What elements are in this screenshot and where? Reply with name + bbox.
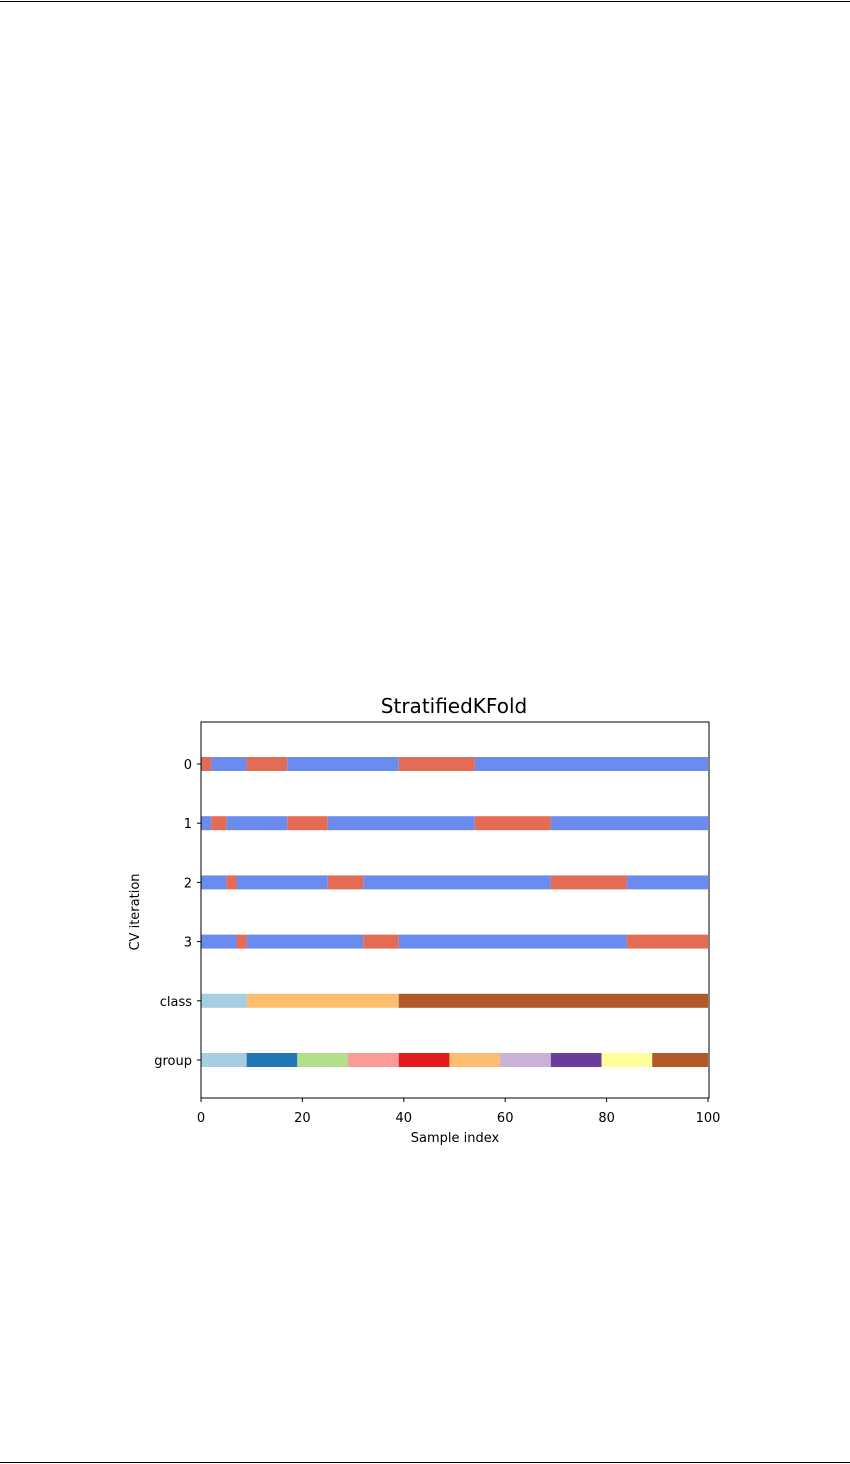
row-2-label: 2 xyxy=(184,876,192,891)
x-tick-label-1: 20 xyxy=(294,1111,311,1126)
y-axis-label: CV iteration xyxy=(128,873,143,950)
row-2-segment-6 xyxy=(626,875,708,890)
row-group-segment-8 xyxy=(601,1053,653,1067)
plot-frame xyxy=(200,721,710,1099)
row-class-segment-0 xyxy=(201,993,247,1008)
row-group-segment-7 xyxy=(550,1053,602,1067)
row-3-segment-0 xyxy=(201,934,237,949)
row-1-segment-2 xyxy=(226,816,288,831)
row-1-label: 1 xyxy=(184,817,192,832)
row-1-segment-5 xyxy=(474,816,551,831)
row-2-segment-2 xyxy=(236,875,328,890)
row-3-label: 3 xyxy=(184,936,192,951)
bottom-rule xyxy=(0,1462,850,1463)
row-group-segment-5 xyxy=(449,1053,501,1067)
row-1-segment-3 xyxy=(287,816,328,831)
row-0-label: 0 xyxy=(184,758,192,773)
top-rule xyxy=(0,1,850,2)
bar-segments xyxy=(201,757,708,1067)
row-group-segment-6 xyxy=(500,1053,551,1067)
row-3-segment-4 xyxy=(398,934,627,949)
row-group-segment-4 xyxy=(398,1053,450,1067)
row-0-segment-3 xyxy=(287,757,399,771)
row-1-segment-6 xyxy=(550,816,708,831)
row-3-segment-1 xyxy=(236,934,247,949)
chart-title: StratifiedKFold xyxy=(381,694,527,718)
x-tick-label-4: 80 xyxy=(598,1111,615,1126)
row-group-segment-0 xyxy=(201,1053,247,1067)
x-tick-label-3: 60 xyxy=(497,1111,514,1126)
row-group-segment-2 xyxy=(297,1053,349,1067)
row-2-segment-5 xyxy=(550,875,627,890)
row-group-segment-3 xyxy=(348,1053,399,1067)
row-class-label: class xyxy=(160,995,192,1010)
row-3-segment-3 xyxy=(363,934,399,949)
row-group-segment-9 xyxy=(652,1053,708,1067)
row-1-segment-4 xyxy=(327,816,475,831)
row-2-segment-1 xyxy=(226,875,237,890)
row-3-segment-2 xyxy=(246,934,364,949)
row-1-segment-0 xyxy=(201,816,212,831)
x-tick-label-2: 40 xyxy=(396,1111,413,1126)
x-tick-label-0: 0 xyxy=(197,1111,205,1126)
x-tick-label-5: 100 xyxy=(696,1111,721,1126)
row-class-segment-2 xyxy=(398,993,708,1008)
row-0-segment-5 xyxy=(474,757,708,771)
row-0-segment-2 xyxy=(246,757,288,771)
row-class-segment-1 xyxy=(246,993,399,1008)
row-group-segment-1 xyxy=(246,1053,298,1067)
row-0-segment-0 xyxy=(201,757,212,771)
row-0-segment-1 xyxy=(211,757,247,771)
row-2-segment-0 xyxy=(201,875,227,890)
row-0-segment-4 xyxy=(398,757,475,771)
row-2-segment-3 xyxy=(327,875,364,890)
x-axis-label: Sample index xyxy=(411,1131,500,1146)
y-ticks: 0 1 2 3 class group xyxy=(154,758,201,1069)
row-group-label: group xyxy=(154,1054,192,1069)
x-ticks: 0 20 40 60 80 100 xyxy=(197,1098,721,1126)
row-1-segment-1 xyxy=(211,816,227,831)
row-3-segment-5 xyxy=(626,934,708,949)
row-2-segment-4 xyxy=(363,875,551,890)
